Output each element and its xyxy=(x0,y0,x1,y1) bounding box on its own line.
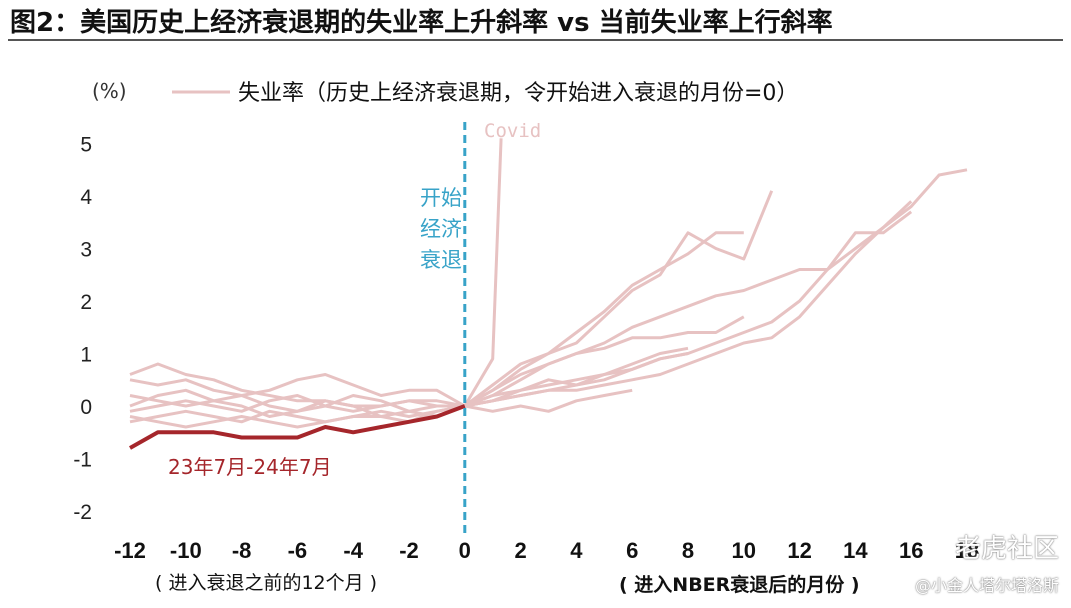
x-tick-label: 18 xyxy=(955,538,979,563)
x-axis-label-right: ( 进入NBER衰退后的月份 ) xyxy=(619,573,860,596)
current-series-line xyxy=(129,404,466,450)
recession-start-label-line: 经济 xyxy=(420,217,462,241)
y-tick-label: -2 xyxy=(73,501,92,524)
history-series-line-10 xyxy=(464,210,913,408)
history-series-line-7 xyxy=(129,404,466,429)
y-tick-label: -1 xyxy=(73,449,92,472)
current-series-label: 23年7月-24年7月 xyxy=(168,455,332,479)
y-tick-label: 5 xyxy=(80,134,92,157)
y-tick-label: 1 xyxy=(80,344,92,367)
x-tick-label: -2 xyxy=(399,538,419,563)
history-series-line-2 xyxy=(129,373,466,408)
history-series-line-16 xyxy=(464,388,633,413)
watermark-community: 老虎社区 xyxy=(954,534,1059,564)
y-tick-label: 2 xyxy=(80,291,92,314)
x-tick-label: -6 xyxy=(288,538,308,563)
x-tick-label: 10 xyxy=(732,538,756,563)
x-tick-label: 2 xyxy=(514,538,526,563)
y-unit-label: (%) xyxy=(92,79,127,103)
legend-label: 失业率（历史上经济衰退期，令开始进入衰退的月份=0） xyxy=(238,81,798,106)
annotation-layer: (%) 失业率（历史上经济衰退期，令开始进入衰退的月份=0） Covid 开始经济衰退… xyxy=(92,79,860,596)
y-tick-label: 3 xyxy=(80,239,92,262)
chart-title: 图2：美国历史上经济衰退期的失业率上升斜率 vs 当前失业率上行斜率 xyxy=(10,8,833,38)
recession-start-label-line: 衰退 xyxy=(420,248,462,272)
x-tick-label: 16 xyxy=(899,538,923,563)
history-series-line-11 xyxy=(464,168,968,408)
x-tick-label: -8 xyxy=(232,538,252,563)
y-tick-label: 4 xyxy=(80,186,92,209)
title-divider xyxy=(8,39,1063,41)
history-series-line-4 xyxy=(129,394,466,413)
history-series-layer xyxy=(129,168,968,429)
covid-series-line xyxy=(463,138,503,407)
covid-series-layer xyxy=(463,138,503,407)
x-tick-label: 4 xyxy=(570,538,583,563)
covid-label: Covid xyxy=(484,120,541,142)
history-series-line-14 xyxy=(464,346,689,408)
history-series-line-3 xyxy=(129,394,465,413)
y-tick-label: 0 xyxy=(80,396,92,419)
x-tick-label: 0 xyxy=(459,538,471,563)
x-tick-label: 14 xyxy=(843,538,868,563)
x-tick-label: 12 xyxy=(787,538,811,563)
x-tick-label: -4 xyxy=(343,538,363,563)
x-tick-label: -12 xyxy=(114,538,146,563)
recession-start-label-line: 开始 xyxy=(420,186,462,210)
history-series-line-5 xyxy=(129,404,466,424)
history-series-line-9 xyxy=(464,190,774,408)
x-tick-label: 8 xyxy=(682,538,694,563)
history-series-line-13 xyxy=(464,315,745,408)
x-tick-label: 6 xyxy=(626,538,638,563)
current-series-layer xyxy=(129,404,466,450)
history-series-line-15 xyxy=(464,352,689,408)
x-tick-label: -10 xyxy=(170,538,202,563)
watermark-author: @小金人塔尔塔洛斯 xyxy=(914,576,1059,595)
history-series-line-8 xyxy=(463,231,744,408)
x-axis-label-left: ( 进入衰退之前的12个月 ) xyxy=(155,572,377,594)
